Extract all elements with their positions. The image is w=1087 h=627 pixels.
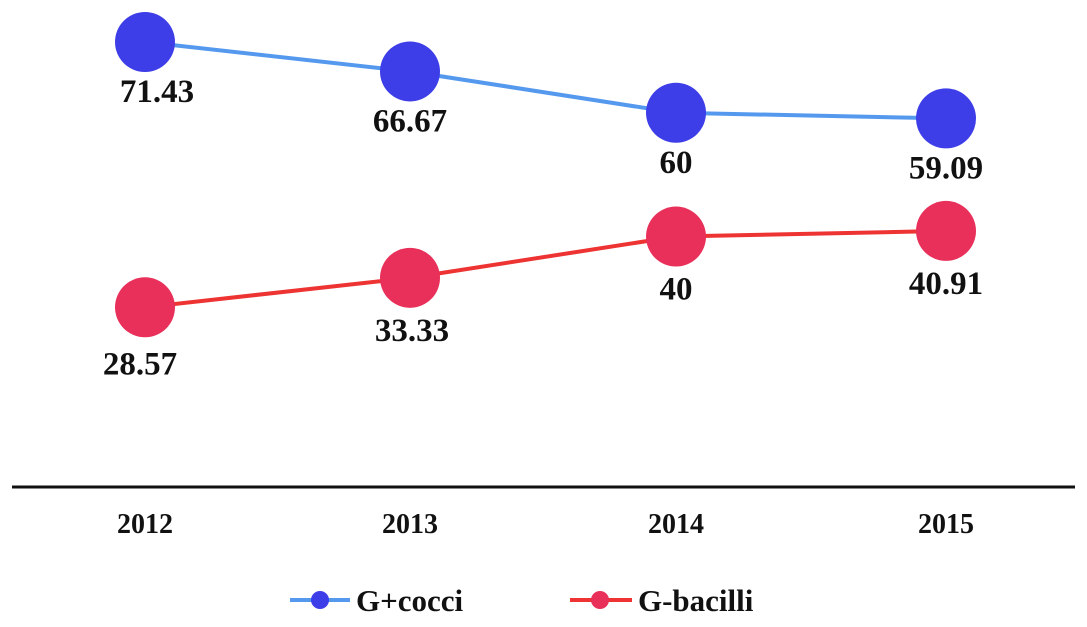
data-label: 71.43 xyxy=(120,74,194,110)
x-tick-label: 2013 xyxy=(382,509,438,540)
data-point xyxy=(646,82,706,143)
x-tick-label: 2014 xyxy=(648,509,704,540)
data-point xyxy=(380,247,440,308)
x-tick-label: 2012 xyxy=(117,509,173,540)
data-label: 33.33 xyxy=(375,313,449,349)
data-label: 28.57 xyxy=(103,346,177,382)
legend-marker xyxy=(591,591,609,609)
legend-item: G-bacilli xyxy=(570,583,754,618)
legend-label: G-bacilli xyxy=(638,583,754,618)
data-label: 60 xyxy=(660,145,693,181)
series-line-1 xyxy=(144,228,947,310)
series-line-0 xyxy=(144,40,947,121)
x-axis-tick-labels: 2012 2013 2014 2015 xyxy=(117,509,974,540)
series-lines xyxy=(144,40,947,310)
series-points xyxy=(115,12,976,338)
legend: G+cocci G-bacilli xyxy=(290,583,754,618)
data-point xyxy=(646,206,706,267)
data-label: 40.91 xyxy=(909,266,983,302)
data-point xyxy=(916,200,976,261)
data-label: 66.67 xyxy=(373,103,447,139)
data-point xyxy=(115,12,175,72)
legend-item: G+cocci xyxy=(290,583,464,618)
x-tick-label: 2015 xyxy=(918,509,974,540)
legend-label: G+cocci xyxy=(356,583,464,618)
data-labels: 71.43 66.67 60 59.09 28.57 33.33 40 40.91 xyxy=(103,74,983,382)
data-label: 40 xyxy=(660,272,693,308)
data-point xyxy=(916,88,976,149)
legend-marker xyxy=(311,591,329,609)
data-label: 59.09 xyxy=(909,150,983,186)
data-point xyxy=(380,41,440,102)
data-point xyxy=(115,277,175,338)
